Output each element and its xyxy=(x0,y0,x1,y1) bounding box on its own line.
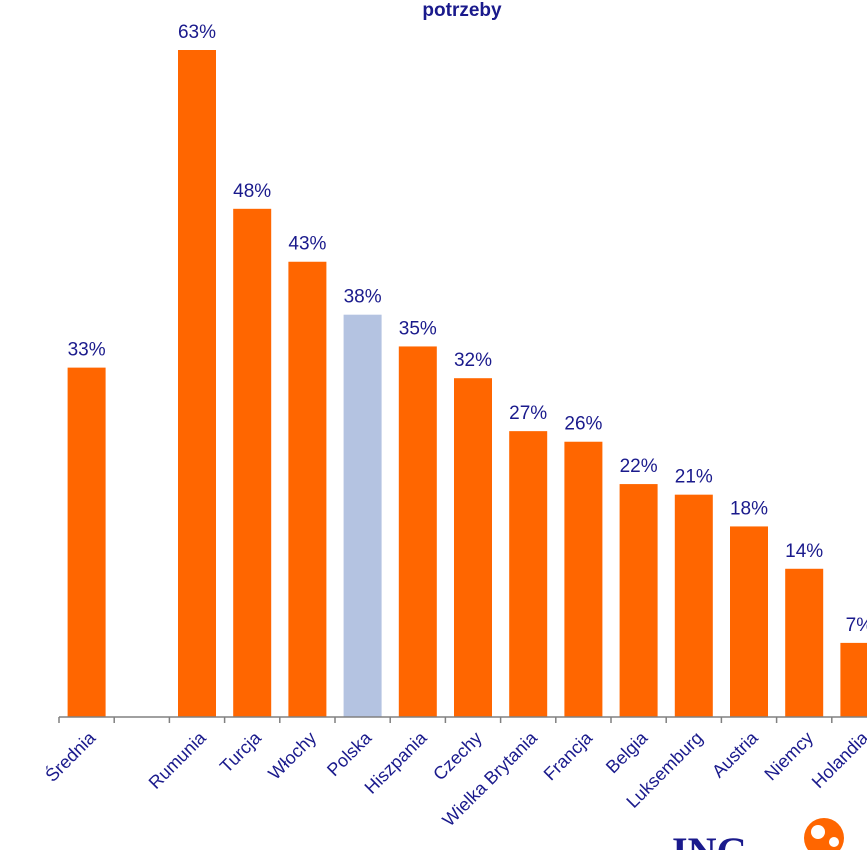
x-tick-label-wielka-brytania: Wielka Brytania xyxy=(438,727,541,830)
x-axis: Średnia Rumunia Turcja Włochy PolskaHiszpani… xyxy=(41,716,867,830)
value-label-srednia: 33% xyxy=(68,340,106,361)
x-tick-label-francja: Francja xyxy=(540,727,597,784)
bar-niemcy xyxy=(785,568,824,717)
bar-luksemburg xyxy=(674,494,713,717)
value-label-polska: 38% xyxy=(344,287,382,308)
bar-holandia xyxy=(840,642,867,717)
bar-rumunia xyxy=(178,50,216,717)
bar-turcja xyxy=(233,208,272,718)
bar-hiszpania xyxy=(398,346,437,717)
x-tick-label-czechy: Czechy xyxy=(429,728,486,785)
lion-icon xyxy=(804,818,844,850)
x-tick-label-rumunia: Rumunia xyxy=(145,727,211,793)
value-label-austria: 18% xyxy=(730,498,768,519)
bar-wielka-brytania xyxy=(509,431,548,717)
value-label-rumunia: 63% xyxy=(178,22,216,43)
bar-austria xyxy=(730,526,768,717)
x-tick-label-holandia: Holandia xyxy=(808,727,867,792)
bar-francja xyxy=(564,441,603,717)
x-tick-label-polska: Polska xyxy=(323,727,376,780)
value-label-francja: 26% xyxy=(564,414,602,435)
bar-czechy xyxy=(454,378,492,717)
value-label-czechy: 32% xyxy=(454,350,492,371)
value-label-hiszpania: 35% xyxy=(399,318,437,339)
bars-group: 33% 63% 48% 43% 38% 35% 32% 27% 26% 22% 21% 18% 14% 7… xyxy=(67,22,867,718)
x-tick-label-srednia: Średnia xyxy=(41,726,100,785)
bar-srednia xyxy=(67,367,106,717)
ing-logo: ING xyxy=(672,818,844,850)
bar-wlochy xyxy=(288,261,327,717)
x-tick-label-wlochy: Włochy xyxy=(264,728,320,784)
chart-title: potrzeby xyxy=(422,0,502,21)
bar-belgia xyxy=(619,484,658,717)
x-tick-label-belgia: Belgia xyxy=(602,727,652,777)
bar-polska xyxy=(343,314,382,717)
value-label-luksemburg: 21% xyxy=(675,467,713,488)
value-label-wlochy: 43% xyxy=(288,234,326,255)
value-label-belgia: 22% xyxy=(620,456,658,477)
value-label-turcja: 48% xyxy=(233,181,271,202)
x-tick-label-austria: Austria xyxy=(708,727,762,781)
value-label-wielka-brytania: 27% xyxy=(509,403,547,424)
x-tick-label-niemcy: Niemcy xyxy=(760,728,817,785)
value-label-niemcy: 14% xyxy=(785,541,823,562)
value-label-holandia: 7% xyxy=(846,615,867,636)
logo-text: ING xyxy=(672,829,748,850)
x-tick-label-turcja: Turcja xyxy=(216,727,266,777)
